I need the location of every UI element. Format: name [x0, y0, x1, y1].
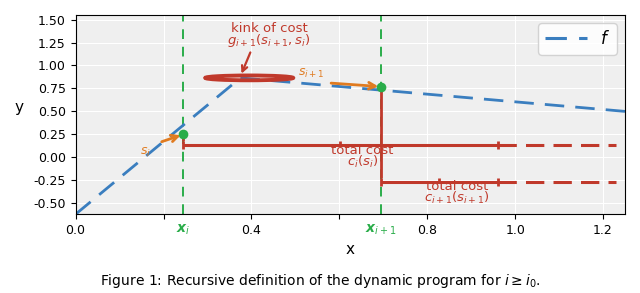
Text: $c_{i+1}(s_{i+1})$: $c_{i+1}(s_{i+1})$: [424, 190, 490, 206]
Text: $s_{i+1}$: $s_{i+1}$: [298, 67, 324, 80]
Legend: $f$: $f$: [538, 23, 617, 55]
Text: $c_i(s_i)$: $c_i(s_i)$: [347, 154, 378, 170]
Text: total cost: total cost: [426, 180, 488, 193]
Text: kink of cost: kink of cost: [230, 22, 307, 35]
Text: total cost: total cost: [332, 144, 394, 157]
Text: $\boldsymbol{x}_{i+1}$: $\boldsymbol{x}_{i+1}$: [365, 222, 397, 236]
Text: $s_i$: $s_i$: [141, 146, 152, 159]
Text: $g_{i+1}(s_{i+1}, s_i)$: $g_{i+1}(s_{i+1}, s_i)$: [227, 32, 311, 49]
Y-axis label: y: y: [15, 100, 24, 115]
X-axis label: x: x: [346, 243, 355, 258]
Text: $\boldsymbol{x}_i$: $\boldsymbol{x}_i$: [176, 222, 191, 236]
Text: Figure 1: Recursive definition of the dynamic program for $i \geq i_0$.: Figure 1: Recursive definition of the dy…: [100, 272, 540, 290]
